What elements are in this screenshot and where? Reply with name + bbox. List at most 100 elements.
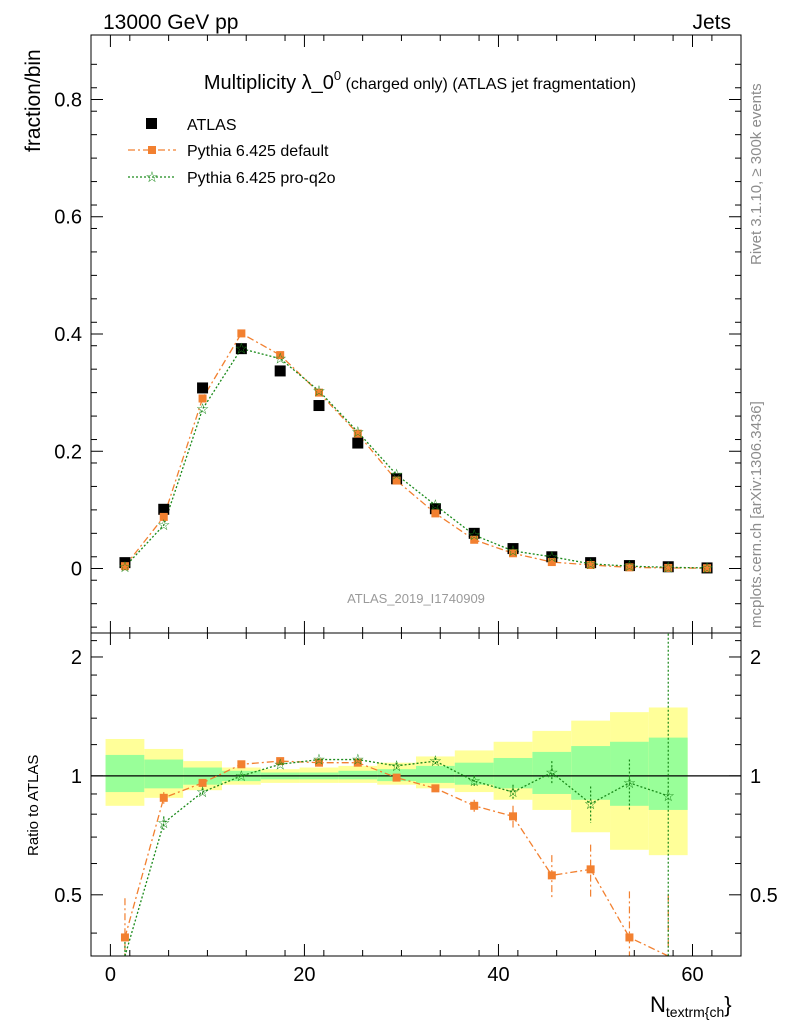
data-point-pythia-proq2o: ☆ <box>351 424 364 441</box>
x-tick-label: 60 <box>681 964 703 986</box>
legend-marker-atlas <box>146 118 157 129</box>
data-point-pythia-proq2o: ☆ <box>506 543 519 560</box>
ratio-point-default <box>159 793 168 802</box>
uncertainty-band-green <box>610 741 649 806</box>
x-tick-label: 20 <box>293 964 315 986</box>
legend-marker-proq2o: ☆ <box>145 169 158 186</box>
data-point-atlas <box>507 543 519 555</box>
data-point-pythia-proq2o: ☆ <box>157 517 170 534</box>
ratio-point-default <box>586 865 595 874</box>
ratio-point-default <box>237 760 246 769</box>
data-point-atlas <box>197 382 209 394</box>
uncertainty-band-green <box>105 754 145 793</box>
ratio-y-tick-label-right: 1 <box>750 766 761 788</box>
legend-label-atlas: ATLAS <box>187 117 237 134</box>
ratio-point-default <box>431 784 440 793</box>
series-line-pythia-default <box>124 332 708 569</box>
ratio-point-default <box>276 757 285 766</box>
ratio-plot-frame <box>90 632 742 957</box>
ratio-point-proq2o: ☆ <box>273 756 286 773</box>
data-point-pythia-default <box>314 388 323 397</box>
data-point-pythia-default <box>276 351 285 360</box>
data-point-pythia-proq2o: ☆ <box>623 558 636 575</box>
ratio-uncertainty-bands <box>91 707 741 856</box>
data-point-pythia-default <box>703 564 712 573</box>
ratio-point-proq2o: ☆ <box>351 752 364 769</box>
rivet-version-label: Rivet 3.1.10, ≥ 300k events <box>748 83 765 265</box>
data-point-pythia-default <box>586 560 595 569</box>
data-point-pythia-default <box>431 509 440 518</box>
data-point-pythia-default <box>625 563 634 572</box>
ratio-point-proq2o: ☆ <box>390 758 403 775</box>
data-point-pythia-proq2o: ☆ <box>429 497 442 514</box>
ratio-curves: ☆ ☆ ☆ ☆ ☆ ☆ ☆ ☆ ☆ ☆ ☆ ☆ ☆ ☆ <box>120 633 675 957</box>
ratio-point-proq2o: ☆ <box>662 788 675 805</box>
ratio-point-proq2o: ☆ <box>429 753 442 770</box>
x-axis-label: Ntextrm{ch} <box>650 992 732 1020</box>
data-point-pythia-proq2o: ☆ <box>662 559 675 576</box>
ratio-y-tick-label: 1 <box>71 766 82 788</box>
ratio-panel: 0 20 40 60 0.5 0.5 1 1 2 2 ☆ ☆ ☆ ☆ ☆ ☆ ☆ ☆ ☆ ☆ ☆ ☆ ☆ ☆ Ratio t… <box>25 632 778 1020</box>
main-y-tick-label: 0.2 <box>54 441 82 463</box>
data-point-pythia-proq2o: ☆ <box>467 527 480 544</box>
data-point-pythia-default <box>237 329 246 338</box>
data-point-pythia-proq2o: ☆ <box>196 401 209 418</box>
x-tick-label: 40 <box>487 964 509 986</box>
ratio-point-default <box>120 933 129 942</box>
ratio-point-default <box>392 773 401 782</box>
data-point-pythia-proq2o: ☆ <box>700 560 713 577</box>
main-curves: ☆ ☆ ☆ ☆ ☆ ☆ ☆ ☆ ☆ ☆ ☆ ☆ ☆ ☆ ☆ ☆ <box>118 329 714 577</box>
uncertainty-band-green <box>454 762 494 785</box>
analysis-watermark: ATLAS_2019_I1740909 <box>347 591 485 606</box>
data-point-pythia-default <box>120 562 129 571</box>
data-point-pythia-default <box>664 563 673 572</box>
ratio-y-tick-label: 0.5 <box>54 885 82 907</box>
legend-label-proq2o: Pythia 6.425 pro-q2o <box>187 170 336 187</box>
main-y-axis-label: fraction/bin <box>22 49 45 152</box>
ratio-point-proq2o: ☆ <box>157 815 170 832</box>
energy-label: 13000 GeV pp <box>103 11 238 34</box>
mcplots-label: mcplots.cern.ch [arXiv:1306.3436] <box>748 401 765 628</box>
ratio-y-tick-label-right: 0.5 <box>750 885 778 907</box>
data-point-pythia-proq2o: ☆ <box>273 351 286 368</box>
ratio-point-proq2o: ☆ <box>584 796 597 813</box>
x-tick-label: 0 <box>105 964 116 986</box>
data-point-pythia-default <box>159 512 168 521</box>
ratio-point-proq2o: ☆ <box>196 784 209 801</box>
ratio-point-default <box>198 778 207 787</box>
ratio-point-proq2o: ☆ <box>312 752 325 769</box>
ratio-point-default <box>509 812 518 821</box>
uncertainty-band-green <box>416 765 455 783</box>
ratio-y-tick-label-right: 2 <box>750 647 761 669</box>
ratio-point-proq2o: ☆ <box>235 768 248 785</box>
data-point-pythia-proq2o: ☆ <box>584 556 597 573</box>
data-point-pythia-default <box>392 476 401 485</box>
data-point-pythia-proq2o: ☆ <box>545 549 558 566</box>
data-point-pythia-default <box>198 394 207 403</box>
main-y-tick-label: 0.6 <box>54 207 82 229</box>
main-y-tick-label: 0.8 <box>54 89 82 111</box>
main-y-tick-label: 0.4 <box>54 324 82 346</box>
ratio-point-proq2o: ☆ <box>467 773 480 790</box>
series-line-pythia-proq2o <box>124 347 708 569</box>
ratio-point-default <box>547 871 556 880</box>
data-point-atlas <box>546 551 558 563</box>
ratio-axis-ticks: 0 20 40 60 0.5 0.5 1 1 2 2 <box>54 640 778 986</box>
data-point-atlas <box>158 503 170 515</box>
ratio-y-axis-label: Ratio to ATLAS <box>25 755 42 856</box>
ratio-point-proq2o: ☆ <box>623 775 636 792</box>
data-point-atlas <box>313 400 325 412</box>
main-title: Multiplicity λ_00 (charged only) (ATLAS … <box>204 68 636 94</box>
ratio-point-default <box>470 801 479 810</box>
data-point-pythia-proq2o: ☆ <box>235 341 248 358</box>
data-point-pythia-proq2o: ☆ <box>312 383 325 400</box>
uncertainty-band-green <box>144 759 184 789</box>
data-point-pythia-proq2o: ☆ <box>118 559 131 576</box>
data-point-atlas <box>352 437 364 449</box>
data-point-pythia-default <box>509 549 518 558</box>
legend-marker-default <box>148 146 156 154</box>
main-panel: 0 0.2 0.4 0.6 0.8 ☆ ☆ ☆ ☆ ☆ ☆ ☆ ☆ ☆ ☆ ☆ ☆ ☆ ☆ ☆ ☆ Multiplic… <box>22 34 742 956</box>
data-point-pythia-proq2o: ☆ <box>390 467 403 484</box>
legend-label-default: Pythia 6.425 default <box>187 143 329 160</box>
data-point-pythia-default <box>470 535 479 544</box>
